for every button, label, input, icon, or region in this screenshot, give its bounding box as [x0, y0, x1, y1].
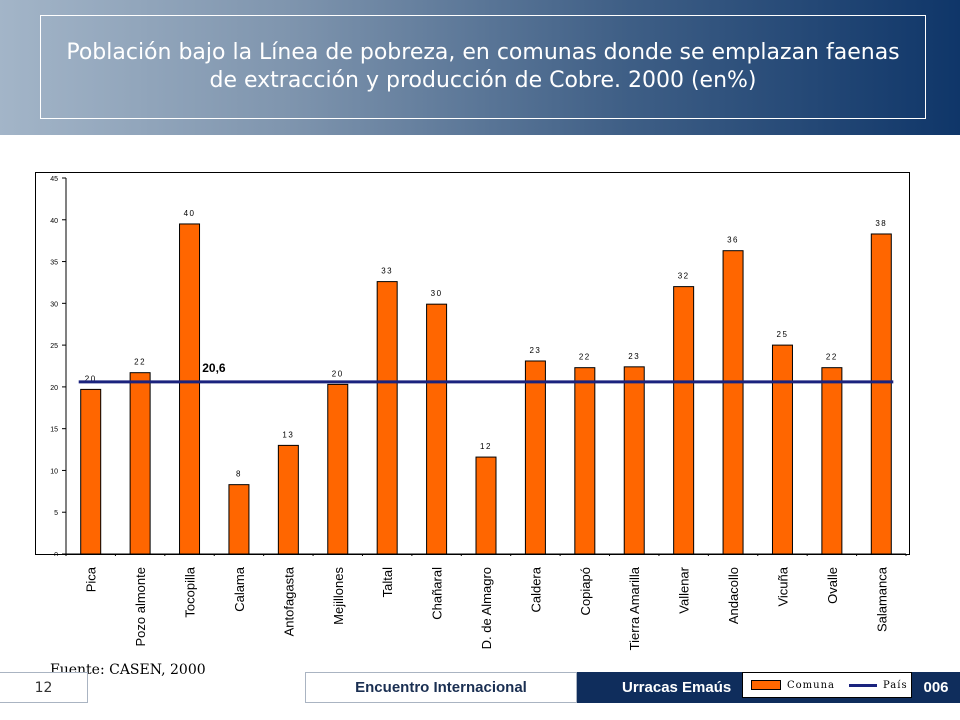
category-label: Tierra Amarilla: [627, 566, 642, 650]
bar-data-label: 33: [381, 267, 393, 276]
y-tick-label: 20: [50, 385, 58, 392]
bar-14: [771, 344, 793, 555]
bar-1: [129, 372, 151, 555]
y-tick-label: 0: [54, 552, 58, 556]
bar-11: [623, 366, 645, 555]
category-label: Tocopilla: [183, 566, 198, 617]
bar-data-label: 32: [678, 272, 690, 281]
header-banner: Población bajo la Línea de pobreza, en c…: [0, 0, 960, 135]
bar-7: [426, 303, 448, 555]
legend-bar-swatch: [751, 680, 781, 690]
bar-12: [673, 286, 695, 555]
category-label: Caldera: [528, 566, 543, 612]
bar-13: [722, 250, 744, 555]
bar-9: [524, 360, 546, 555]
category-label: Pozo almonte: [133, 567, 148, 647]
category-label: Taltal: [380, 567, 395, 597]
bar-4: [277, 444, 299, 555]
y-tick-label: 45: [50, 176, 58, 183]
bar-10: [574, 367, 596, 555]
bar-0: [80, 388, 102, 555]
bar-data-label: 36: [727, 236, 739, 245]
bar-data-label: 40: [184, 209, 196, 218]
y-tick-label: 25: [50, 343, 58, 350]
bar-data-label: 22: [826, 353, 838, 362]
bar-data-label: 38: [875, 219, 887, 228]
category-label: Ovalle: [825, 567, 840, 604]
footer-year-tail: 006: [923, 679, 949, 696]
bar-data-label: 8: [236, 470, 242, 479]
category-label: Vicuña: [775, 566, 790, 606]
bar-data-label: 22: [134, 358, 146, 367]
chart-legend: Comuna País: [742, 672, 912, 698]
bar-2: [179, 223, 201, 555]
page-number: 12: [0, 672, 88, 703]
bar-15: [821, 367, 843, 555]
bar-data-label: 12: [480, 442, 492, 451]
chart-frame: 0 5 10 15 20 25 30 35 40 45 20 22 40 8 13 20 33 30 12 23 22 2…: [35, 172, 910, 556]
legend-line-label: País: [883, 679, 908, 691]
bar-data-label: 23: [628, 352, 640, 361]
bar-6: [376, 281, 398, 555]
y-tick-label: 30: [50, 301, 58, 308]
category-label: D. de Almagro: [479, 567, 494, 649]
legend-bar-label: Comuna: [787, 679, 835, 691]
legend-line-key: [849, 683, 877, 687]
bar-data-label: 30: [431, 289, 443, 298]
poverty-bar-chart: 0 5 10 15 20 25 30 35 40 45 20 22 40 8 13 20 33 30 12 23 22 2…: [50, 176, 907, 556]
category-label: Pica: [84, 566, 99, 592]
bar-data-label: 22: [579, 353, 591, 362]
category-label: Calama: [232, 566, 247, 612]
y-tick-label: 40: [50, 218, 58, 225]
bar-3: [228, 484, 250, 555]
slide-title: Población bajo la Línea de pobreza, en c…: [40, 15, 926, 119]
category-label: Salamanca: [874, 566, 889, 632]
y-tick-label: 10: [50, 468, 58, 475]
country-average-label: 20,6: [202, 361, 226, 375]
category-label: Andacollo: [726, 567, 741, 624]
bar-5: [327, 383, 349, 555]
footer-event-label: Encuentro Internacional: [305, 672, 577, 703]
y-tick-label: 35: [50, 260, 58, 267]
bar-data-label: 23: [529, 346, 541, 355]
category-label: Mejillones: [331, 567, 346, 625]
bar-data-label: 13: [282, 430, 294, 439]
y-tick-label: 15: [50, 427, 58, 434]
bar-data-label: 20: [85, 374, 97, 383]
y-tick-label: 5: [54, 510, 58, 517]
bar-data-label: 20: [332, 369, 344, 378]
bar-16: [870, 233, 892, 555]
bar-8: [475, 456, 497, 555]
source-note: Fuente: CASEN, 2000: [50, 662, 206, 678]
category-label: Antofagasta: [281, 566, 296, 636]
category-label: Chañaral: [430, 567, 445, 620]
category-label: Copiapó: [578, 567, 593, 615]
category-label: Vallenar: [677, 566, 692, 613]
bar-data-label: 25: [777, 330, 789, 339]
